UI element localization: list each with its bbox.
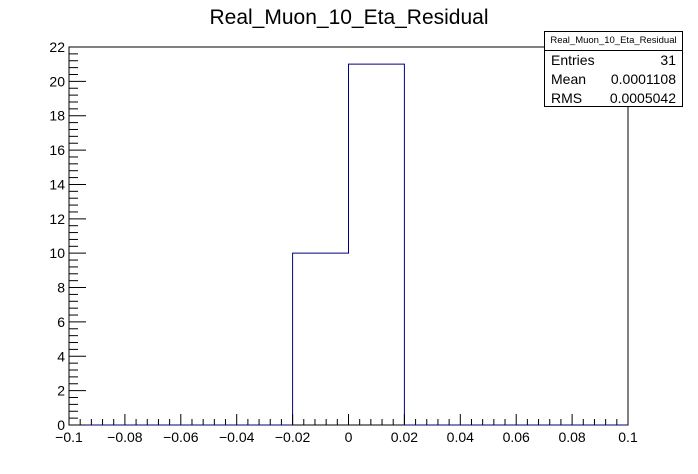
x-tick-label: 0.02 <box>391 429 418 445</box>
x-tick-label: 0.04 <box>447 429 474 445</box>
y-tick-label: 10 <box>49 245 65 261</box>
stats-mean-value: 0.0001108 <box>610 71 676 87</box>
stats-mean-label: Mean <box>551 71 587 87</box>
y-tick-label: 12 <box>49 211 65 227</box>
y-tick-label: 8 <box>57 280 65 296</box>
x-tick-label: 0.08 <box>558 429 585 445</box>
y-tick-label: 2 <box>57 383 65 399</box>
y-tick-label: 6 <box>57 314 65 330</box>
stats-title: Real_Muon_10_Eta_Residual <box>545 32 682 51</box>
stats-rms-value: 0.0005042 <box>609 90 676 106</box>
y-tick-label: 20 <box>49 73 65 89</box>
x-tick-label: −0.1 <box>55 429 83 445</box>
y-tick-label: 0 <box>57 417 65 433</box>
stats-box: Real_Muon_10_Eta_Residual Entries 31 Mea… <box>544 31 683 107</box>
stats-rms-label: RMS <box>551 90 583 106</box>
plot-area: −0.1 −0.08 −0.06 −0.04 −0.02 0 0.02 0.04 0.06 0.0… <box>49 39 638 445</box>
x-tick-label: −0.06 <box>163 429 199 445</box>
histogram-line <box>69 63 628 426</box>
stats-row-mean: Mean 0.0001108 <box>545 70 682 89</box>
x-tick-label: −0.02 <box>275 429 311 445</box>
stats-entries-label: Entries <box>551 52 595 68</box>
y-tick-label: 22 <box>49 39 65 55</box>
stats-entries-value: 31 <box>660 52 676 68</box>
stats-row-entries: Entries 31 <box>545 51 682 70</box>
x-tick-label: −0.08 <box>107 429 143 445</box>
chart-title: Real_Muon_10_Eta_Residual <box>209 6 488 29</box>
y-tick-label: 16 <box>49 142 65 158</box>
x-tick-label: 0.1 <box>618 429 638 445</box>
x-tick-label: 0.06 <box>503 429 530 445</box>
y-tick-label: 14 <box>49 176 65 192</box>
y-tick-label: 4 <box>57 348 65 364</box>
stats-row-rms: RMS 0.0005042 <box>545 89 682 108</box>
x-tick-label: 0 <box>345 429 353 445</box>
x-tick-label: −0.04 <box>219 429 255 445</box>
y-tick-label: 18 <box>49 108 65 124</box>
